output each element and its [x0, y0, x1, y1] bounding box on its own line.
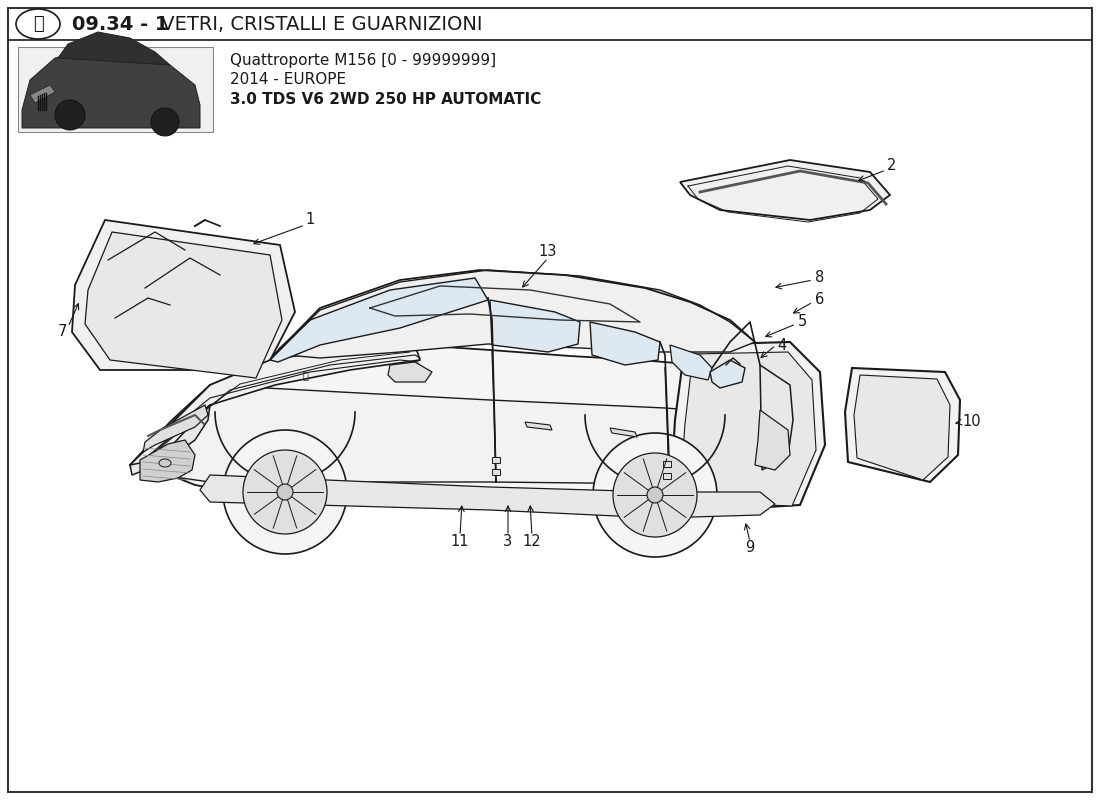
Ellipse shape [160, 459, 170, 467]
Text: Quattroporte M156 [0 - 99999999]: Quattroporte M156 [0 - 99999999] [230, 53, 496, 67]
Polygon shape [755, 410, 790, 470]
Text: 1: 1 [306, 213, 315, 227]
Polygon shape [275, 270, 755, 358]
Ellipse shape [16, 9, 60, 39]
Polygon shape [85, 232, 282, 378]
Text: 11: 11 [451, 534, 470, 550]
Text: 8: 8 [815, 270, 825, 286]
Text: 7: 7 [57, 325, 67, 339]
Polygon shape [680, 160, 890, 220]
Circle shape [151, 108, 179, 136]
Text: 12: 12 [522, 534, 541, 550]
Bar [663, 473, 671, 479]
Polygon shape [30, 85, 55, 103]
Polygon shape [670, 345, 712, 380]
Polygon shape [130, 345, 420, 470]
Circle shape [277, 484, 293, 500]
Polygon shape [135, 385, 790, 484]
Text: 2: 2 [888, 158, 896, 173]
Polygon shape [270, 278, 488, 362]
Text: 5: 5 [798, 314, 806, 330]
Polygon shape [388, 362, 432, 382]
Polygon shape [845, 368, 960, 482]
Text: 3: 3 [504, 534, 513, 550]
Polygon shape [710, 360, 745, 388]
Polygon shape [130, 345, 790, 500]
Circle shape [647, 487, 663, 503]
Polygon shape [143, 405, 208, 452]
Polygon shape [682, 352, 816, 506]
Text: 3.0 TDS V6 2WD 250 HP AUTOMATIC: 3.0 TDS V6 2WD 250 HP AUTOMATIC [230, 93, 541, 107]
Circle shape [613, 453, 697, 537]
Polygon shape [672, 342, 825, 512]
Text: 9: 9 [746, 541, 755, 555]
Polygon shape [854, 375, 950, 480]
Bar [18, 47, 213, 132]
Text: 13: 13 [539, 245, 558, 259]
Circle shape [55, 100, 85, 130]
Circle shape [223, 430, 346, 554]
Text: 10: 10 [962, 414, 981, 430]
Text: 09.34 - 1: 09.34 - 1 [72, 14, 168, 34]
Polygon shape [590, 322, 660, 365]
Polygon shape [22, 50, 200, 128]
Bar [492, 457, 500, 463]
Text: 4: 4 [778, 338, 786, 353]
Text: VETRI, CRISTALLI E GUARNIZIONI: VETRI, CRISTALLI E GUARNIZIONI [155, 14, 483, 34]
Polygon shape [760, 365, 793, 470]
Polygon shape [58, 32, 170, 65]
Polygon shape [200, 475, 776, 518]
Bar [492, 469, 500, 475]
Text: 2014 - EUROPE: 2014 - EUROPE [230, 73, 346, 87]
Text: 6: 6 [815, 293, 825, 307]
Text: ⑂: ⑂ [302, 370, 308, 380]
Circle shape [593, 433, 717, 557]
Text: ⑂: ⑂ [33, 15, 43, 33]
Bar [663, 461, 671, 467]
Polygon shape [130, 405, 210, 475]
Polygon shape [525, 422, 552, 430]
Circle shape [243, 450, 327, 534]
Polygon shape [72, 220, 295, 370]
Polygon shape [140, 440, 195, 482]
Polygon shape [610, 428, 637, 437]
Polygon shape [490, 300, 580, 352]
